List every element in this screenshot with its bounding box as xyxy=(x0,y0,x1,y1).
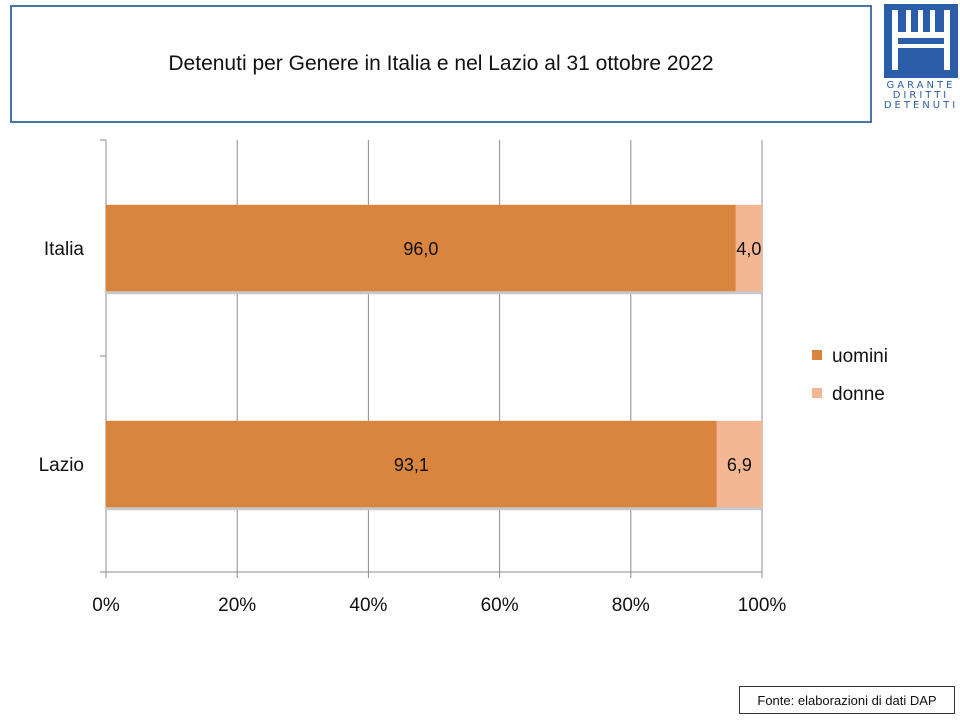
x-tick-label: 60% xyxy=(481,595,519,616)
data-label: 6,9 xyxy=(727,455,752,475)
chart-area: 0% 20% 40% 60% 80% 100% Italia 96,0 4,0 Lazio 93,1… xyxy=(39,139,888,616)
legend-label: uomini xyxy=(832,346,888,367)
logo-text-line: DIRITTI xyxy=(893,90,950,101)
source-box: Fonte: elaborazioni di dati DAP xyxy=(739,686,955,714)
x-tick-label: 80% xyxy=(612,595,650,616)
logo-text-line: GARANTE xyxy=(887,80,956,91)
category-label: Lazio xyxy=(39,455,84,476)
x-tick-label: 100% xyxy=(738,595,787,616)
bar-segment-uomini xyxy=(106,204,736,292)
garante-logo: GARANTE DIRITTI DETENUTI xyxy=(882,2,960,111)
legend-label: donne xyxy=(832,384,885,405)
legend-swatch-uomini xyxy=(812,350,822,360)
bar-segment-donne xyxy=(716,420,762,508)
data-label: 93,1 xyxy=(394,455,429,475)
data-label: 96,0 xyxy=(403,239,438,259)
garante-logo-graphic: GARANTE DIRITTI DETENUTI xyxy=(884,4,958,111)
data-label: 4,0 xyxy=(736,239,761,259)
bar-segment-uomini xyxy=(106,420,717,508)
bar-segment-donne xyxy=(735,204,762,292)
category-label: Italia xyxy=(44,239,85,260)
x-tick-label: 20% xyxy=(218,595,256,616)
x-tick-label: 40% xyxy=(349,595,387,616)
source-text: Fonte: elaborazioni di dati DAP xyxy=(757,692,937,708)
logo-text-line: DETENUTI xyxy=(884,100,958,110)
chart-title-box: Detenuti per Genere in Italia e nel Lazi… xyxy=(10,5,872,123)
x-tick-label: 0% xyxy=(92,595,120,616)
legend-swatch-donne xyxy=(812,388,822,398)
chart-title: Detenuti per Genere in Italia e nel Lazi… xyxy=(168,52,714,75)
